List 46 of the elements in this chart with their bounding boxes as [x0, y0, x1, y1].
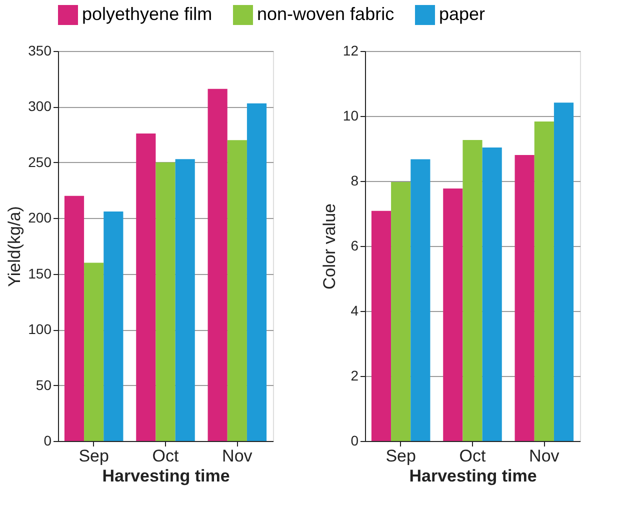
bar [246, 103, 267, 441]
bar [64, 196, 84, 441]
bar [410, 159, 430, 441]
y-axis-title: Color value [320, 204, 339, 290]
y-tick-label: 200 [28, 210, 52, 226]
y-tick-label: 50 [36, 376, 52, 393]
y-tick-label: 150 [28, 265, 52, 282]
x-tick-label: Sep [78, 446, 109, 466]
x-tick-label: Oct [152, 446, 179, 466]
bar [156, 162, 176, 441]
bar [482, 148, 502, 441]
y-tick-label: 250 [28, 154, 52, 170]
y-axis-title: Yield(kg/a) [5, 206, 24, 287]
bar [371, 210, 392, 441]
legend-label: paper [439, 4, 486, 24]
y-tick-label: 0 [350, 432, 359, 448]
x-tick-label: Nov [222, 446, 253, 466]
y-tick-label: 300 [28, 98, 52, 114]
bar [554, 102, 574, 441]
x-tick-label: Sep [386, 446, 416, 466]
y-tick-label: 12 [342, 42, 359, 58]
y-tick-label: 10 [342, 108, 359, 124]
x-tick-label: Oct [459, 446, 486, 466]
bar [227, 140, 247, 441]
bar [84, 262, 104, 441]
bar [104, 211, 124, 441]
y-tick-label: 100 [28, 321, 52, 338]
y-tick-label: 6 [350, 238, 359, 254]
y-tick-label: 8 [350, 172, 359, 188]
bar [534, 122, 554, 441]
bar [514, 155, 534, 441]
y-tick-label: 2 [350, 368, 359, 384]
y-tick-label: 350 [28, 42, 52, 58]
bar [391, 182, 411, 441]
x-axis-title: Harvesting time [102, 466, 230, 486]
x-axis-title: Harvesting time [409, 466, 537, 486]
bar [462, 140, 482, 441]
bar [175, 159, 195, 441]
y-tick-label: 0 [44, 432, 52, 448]
bar [136, 133, 156, 441]
legend-label: polyethyene film [82, 4, 212, 24]
bar [208, 88, 228, 441]
y-tick-label: 4 [350, 302, 359, 318]
legend-label: non-woven fabric [257, 4, 394, 24]
bar [443, 188, 463, 441]
x-tick-label: Nov [529, 446, 560, 466]
